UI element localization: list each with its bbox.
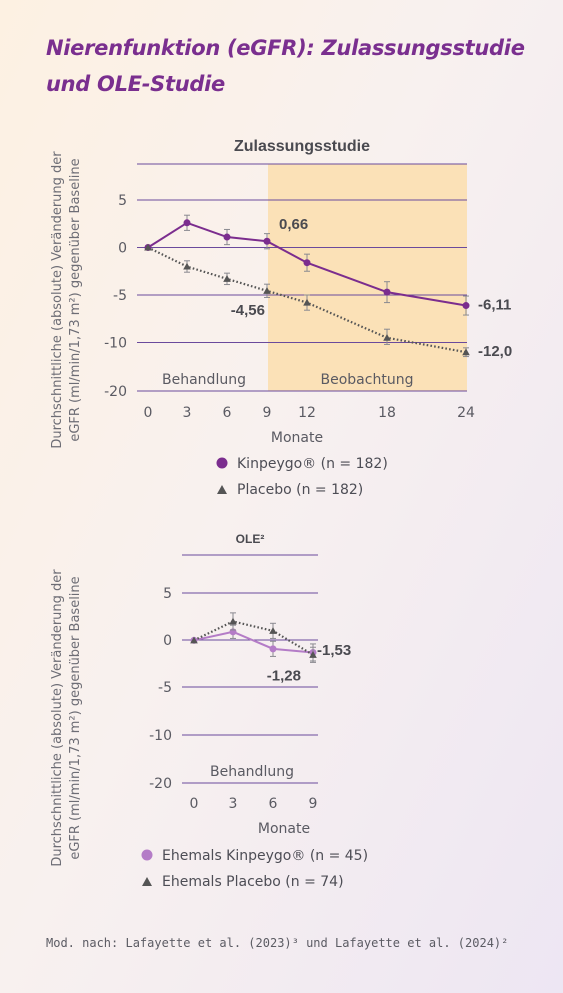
data-point	[303, 298, 311, 306]
legend-label: Ehemals Kinpeygo® (n = 45)	[162, 848, 368, 864]
x-tick-label: 18	[378, 405, 396, 421]
legend-label: Ehemals Placebo (n = 74)	[162, 874, 344, 890]
data-point	[144, 243, 152, 251]
phase-label: Beobachtung	[321, 372, 414, 388]
legend-marker	[216, 457, 228, 469]
y-tick-label: -20	[104, 384, 127, 400]
x-tick-label: 3	[183, 405, 192, 421]
x-tick-label: 24	[457, 405, 475, 421]
data-label: -4,56	[231, 302, 265, 319]
data-point	[190, 636, 198, 644]
page-title: Nierenfunktion (eGFR): Zulassungsstudie …	[46, 36, 525, 96]
series-placebo	[190, 612, 317, 663]
x-tick-label: 3	[229, 796, 238, 812]
data-point	[183, 262, 191, 270]
y-tick-label: -5	[113, 288, 127, 304]
chart-1: Zulassungsstudie 5 0 -5 -10 -20 0 3 6 9 12 18 24 Mona…	[104, 138, 512, 498]
series-treatment	[144, 214, 470, 316]
x-tick-label: 6	[223, 405, 232, 421]
phase-label: Behandlung	[162, 372, 246, 388]
data-point	[383, 333, 391, 341]
x-tick-label: 6	[269, 796, 278, 812]
series-treatment	[190, 624, 317, 662]
x-tick-label: 0	[190, 796, 199, 812]
data-label: -1,28	[267, 667, 301, 684]
data-point	[269, 627, 277, 634]
y-tick-label: 0	[163, 633, 172, 649]
legend-marker	[141, 849, 153, 861]
x-tick-label: 0	[144, 405, 153, 421]
data-point	[462, 348, 470, 356]
data-point	[269, 645, 277, 653]
chart-title: OLE²	[236, 532, 265, 546]
legend-marker	[142, 877, 152, 886]
chart-title: Zulassungsstudie	[234, 138, 370, 155]
legend-marker	[217, 485, 227, 494]
data-point	[263, 287, 271, 294]
y-tick-label: -5	[158, 680, 172, 696]
data-point	[223, 275, 231, 282]
data-point	[223, 233, 231, 241]
y-tick-label: -20	[149, 776, 172, 792]
source-citation: Mod. nach: Lafayette et al. (2023)³ und …	[46, 936, 509, 950]
x-tick-label: 9	[309, 796, 318, 812]
series-placebo	[144, 243, 470, 358]
data-point	[383, 288, 391, 296]
x-axis-label: Monate	[258, 821, 310, 837]
legend-label: Placebo (n = 182)	[237, 482, 363, 498]
x-tick-label: 12	[298, 405, 316, 421]
data-point	[229, 617, 237, 625]
data-label: -6,11	[478, 297, 511, 314]
x-axis-label: Monate	[271, 430, 323, 446]
data-point	[263, 237, 271, 245]
data-point	[303, 259, 311, 267]
data-point	[462, 302, 470, 310]
y-tick-label: -10	[149, 728, 172, 744]
series-line	[193, 620, 314, 656]
y-tick-label: 5	[163, 586, 172, 602]
data-label: -1,53	[317, 642, 351, 659]
series-line	[193, 630, 314, 654]
phase-label: Behandlung	[210, 764, 294, 780]
data-label: -12,0	[478, 343, 512, 360]
y-tick-label: 5	[118, 193, 127, 209]
data-label: 0,66	[279, 216, 308, 233]
observation-phase-shading	[268, 164, 467, 391]
y-tick-label: 0	[118, 241, 127, 257]
x-tick-label: 9	[263, 405, 272, 421]
data-point	[183, 219, 191, 227]
legend-label: Kinpeygo® (n = 182)	[237, 456, 388, 472]
data-point	[309, 651, 317, 658]
chart-2: OLE² 5 0 -5 -10 -20 0 3 6 9 Monate Behandlung -1,28-…	[141, 532, 368, 890]
y-tick-label: -10	[104, 336, 127, 352]
